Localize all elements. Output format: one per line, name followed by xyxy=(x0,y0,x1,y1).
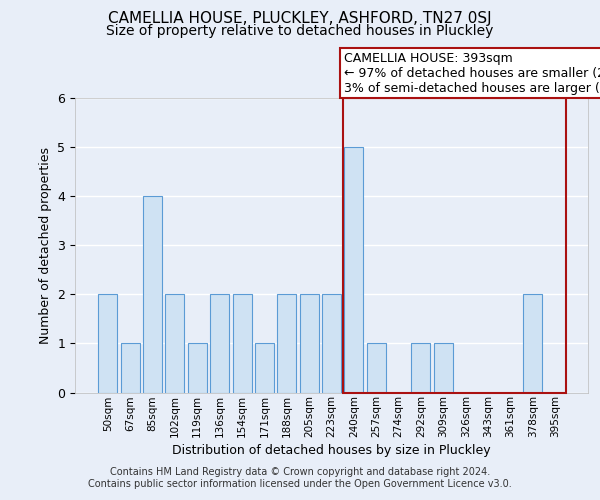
Bar xyxy=(523,294,542,392)
Text: Size of property relative to detached houses in Pluckley: Size of property relative to detached ho… xyxy=(106,24,494,38)
Bar xyxy=(277,294,296,392)
Text: Contains HM Land Registry data © Crown copyright and database right 2024.
Contai: Contains HM Land Registry data © Crown c… xyxy=(88,468,512,489)
Text: CAMELLIA HOUSE, PLUCKLEY, ASHFORD, TN27 0SJ: CAMELLIA HOUSE, PLUCKLEY, ASHFORD, TN27 … xyxy=(108,11,492,26)
Bar xyxy=(322,294,341,392)
Bar xyxy=(367,344,386,392)
Bar xyxy=(255,344,274,392)
Bar xyxy=(434,344,453,392)
Bar xyxy=(299,294,319,392)
Bar xyxy=(344,146,364,392)
Text: CAMELLIA HOUSE: 393sqm
← 97% of detached houses are smaller (29)
3% of semi-deta: CAMELLIA HOUSE: 393sqm ← 97% of detached… xyxy=(344,52,600,94)
X-axis label: Distribution of detached houses by size in Pluckley: Distribution of detached houses by size … xyxy=(172,444,491,458)
Bar xyxy=(412,344,430,392)
Bar xyxy=(166,294,184,392)
Bar xyxy=(98,294,118,392)
Y-axis label: Number of detached properties: Number of detached properties xyxy=(39,146,52,344)
Bar xyxy=(121,344,140,392)
Bar xyxy=(143,196,162,392)
Bar xyxy=(188,344,207,392)
Bar xyxy=(233,294,251,392)
Bar xyxy=(343,98,566,393)
Bar xyxy=(210,294,229,392)
